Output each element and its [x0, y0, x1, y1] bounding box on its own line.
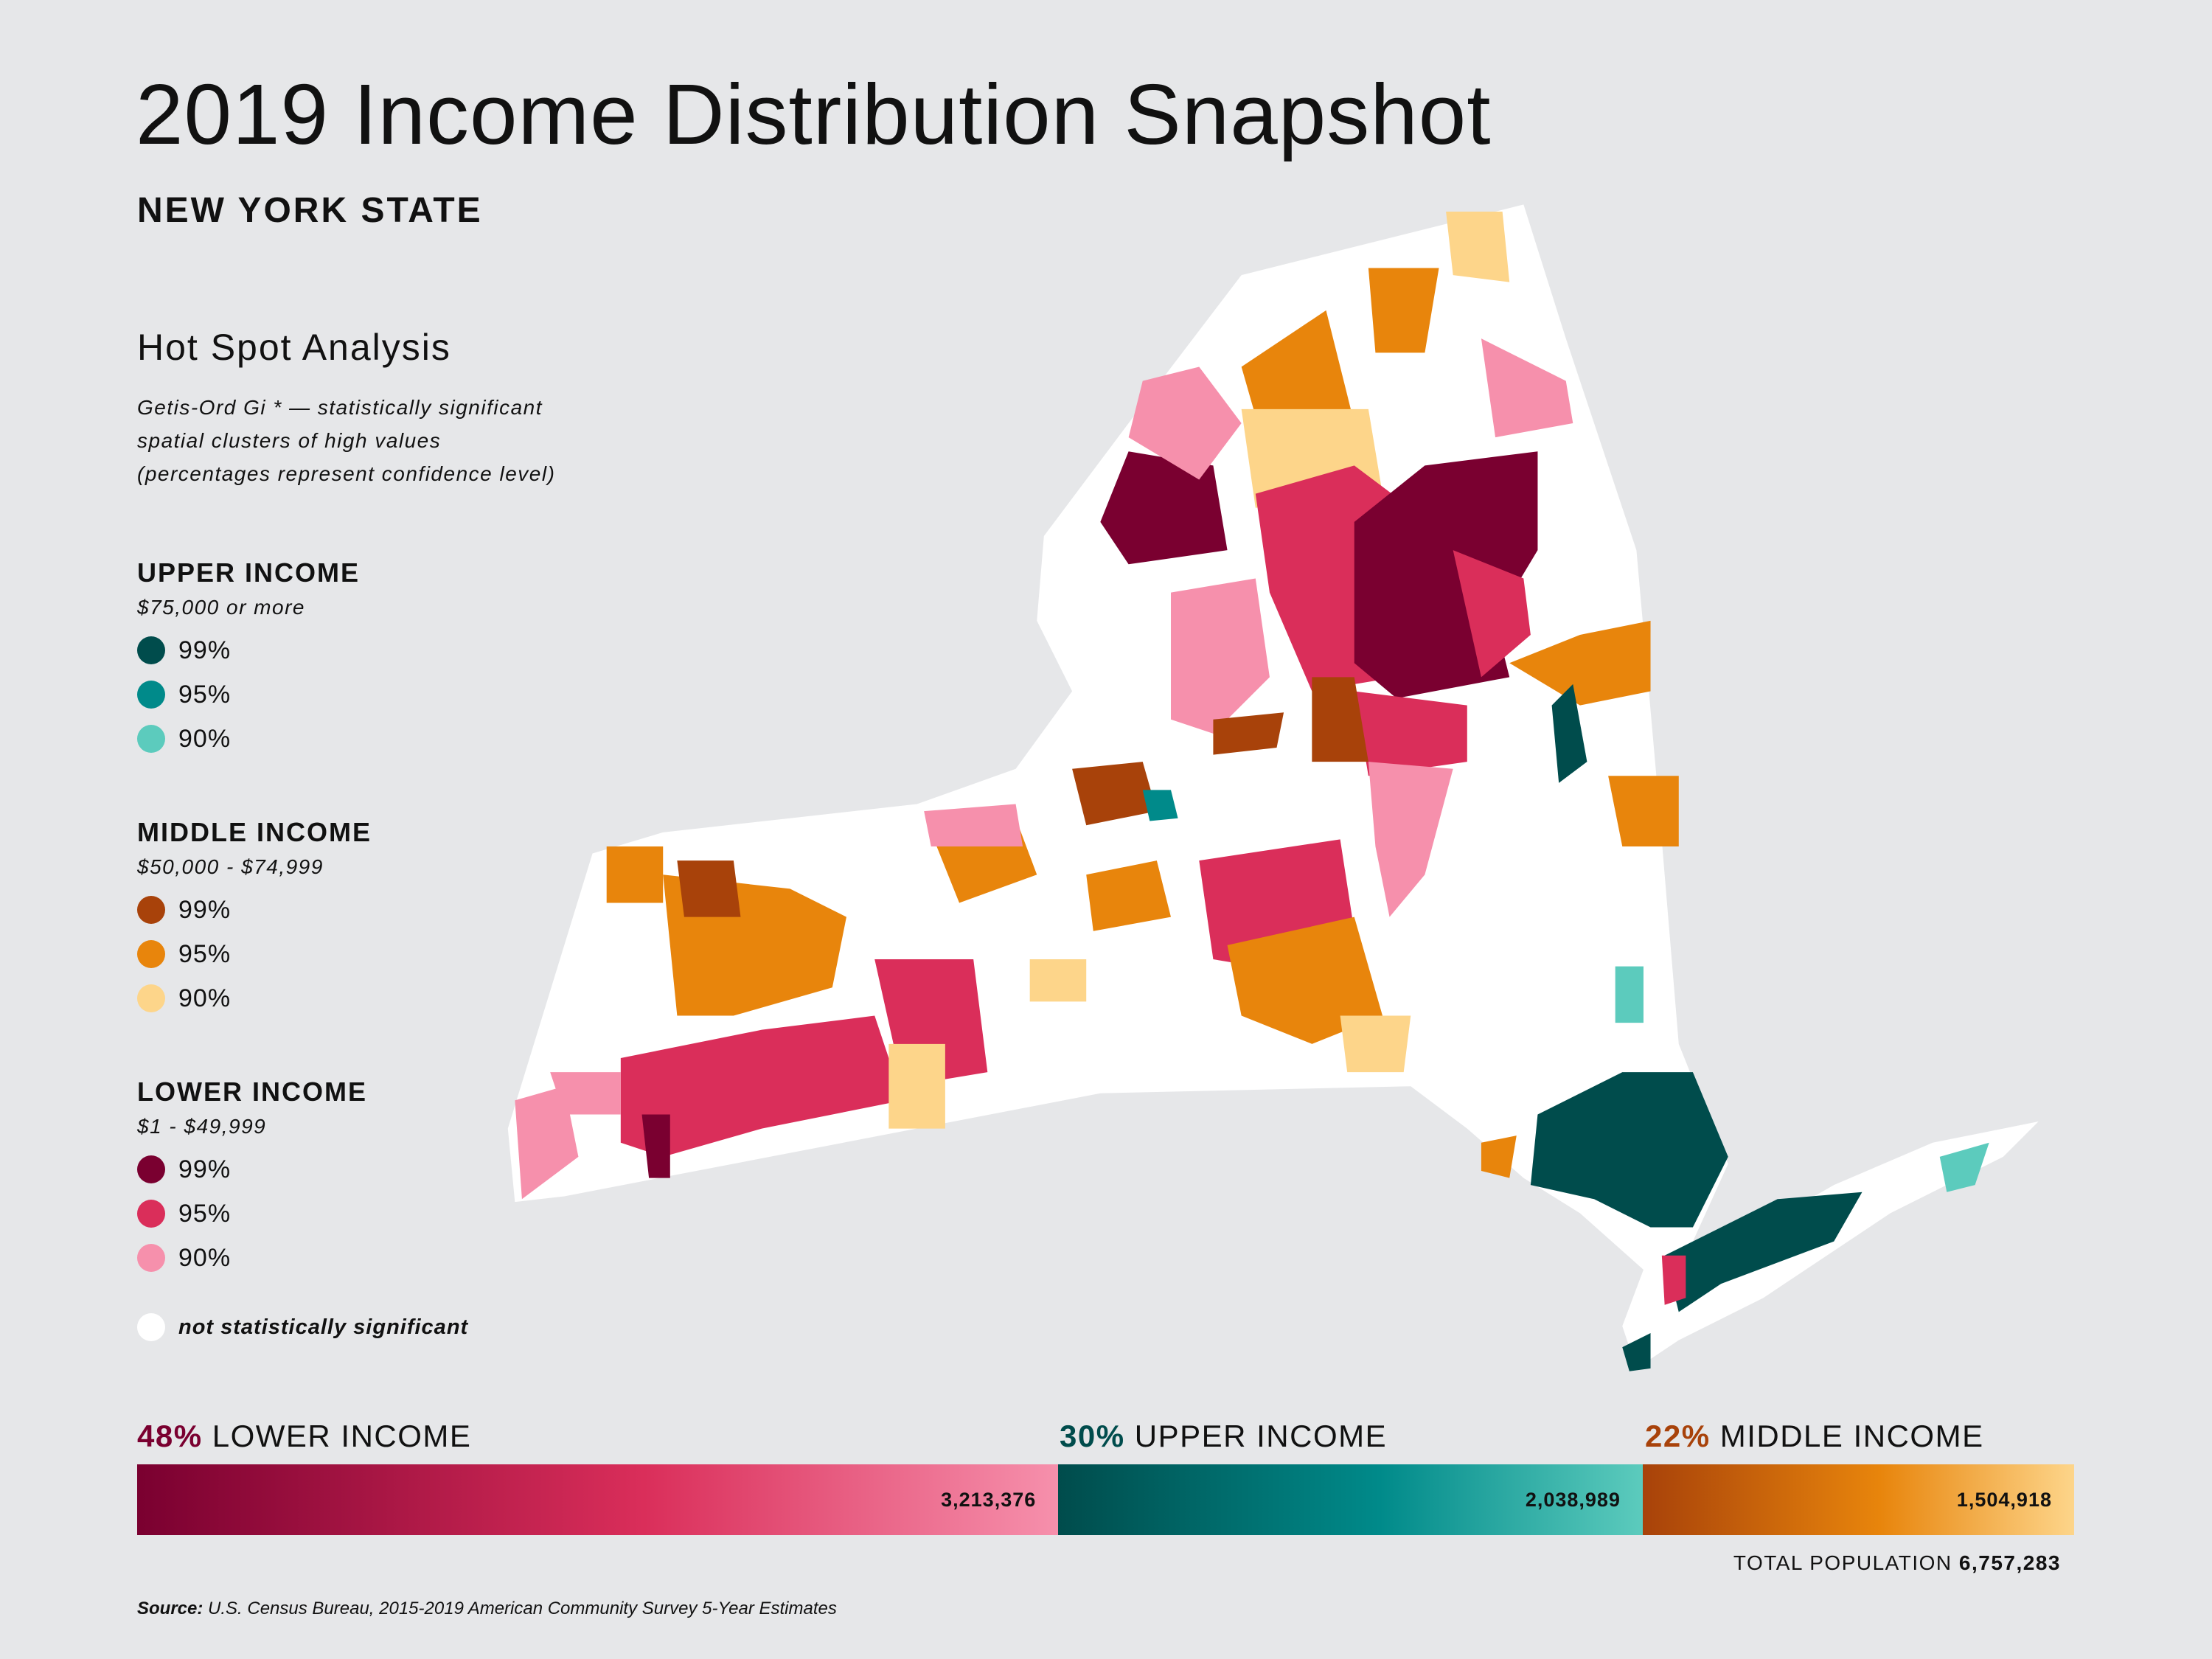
- hot-spot-region: [1029, 959, 1087, 1002]
- bar-percent: 30%: [1060, 1419, 1125, 1453]
- legend-group-lower-range: $1 - $49,999: [137, 1115, 267, 1138]
- legend-item: 90%: [137, 1243, 231, 1273]
- bar-segment-lower: 3,213,376: [137, 1464, 1059, 1535]
- source-label: Source:: [137, 1599, 204, 1618]
- hot-spot-region: [1446, 211, 1510, 282]
- legend-item-label: 95%: [178, 1199, 232, 1228]
- page-subtitle: NEW YORK STATE: [137, 191, 483, 230]
- legend-group-upper-range: $75,000 or more: [137, 596, 305, 619]
- bar-value-label: 3,213,376: [941, 1488, 1037, 1511]
- hot-spot-region: [1551, 684, 1587, 783]
- legend-item-not-significant: not statistically significant: [137, 1312, 468, 1342]
- hot-spot-region: [606, 846, 664, 903]
- total-population: TOTAL POPULATION 6,757,283: [1733, 1551, 2061, 1575]
- legend-title: Hot Spot Analysis: [137, 327, 451, 368]
- legend-item: 95%: [137, 939, 231, 969]
- hot-spot-region: [641, 1114, 670, 1178]
- hot-spot-region: [924, 804, 1023, 846]
- bar-category: LOWER INCOME: [212, 1419, 472, 1453]
- hot-spot-region: [515, 1086, 579, 1200]
- hot-spot-region: [1227, 917, 1382, 1044]
- hot-spot-region: [1368, 268, 1439, 353]
- hot-spot-region: [1171, 578, 1270, 734]
- legend-item-label: 95%: [178, 680, 232, 709]
- bar-label-lower: 48% LOWER INCOME: [137, 1419, 471, 1454]
- legend-item: 99%: [137, 1155, 231, 1184]
- bar-value-label: 2,038,989: [1525, 1488, 1621, 1511]
- legend-group-lower-title: LOWER INCOME: [137, 1077, 367, 1107]
- legend-item: 99%: [137, 895, 231, 925]
- hot-spot-region: [550, 1072, 621, 1115]
- source-text: U.S. Census Bureau, 2015-2019 American C…: [203, 1599, 837, 1618]
- hot-spot-region: [1608, 776, 1679, 846]
- hot-spot-region: [1072, 762, 1157, 826]
- hot-spot-region: [1939, 1142, 1989, 1192]
- hot-spot-region: [1530, 1072, 1728, 1228]
- legend-item-label: 90%: [178, 984, 232, 1012]
- page-title: 2019 Income Distribution Snapshot: [136, 66, 1492, 162]
- legend-item-label: 99%: [178, 895, 232, 924]
- swatch-upper-99: [137, 636, 165, 664]
- hot-spot-region: [1086, 860, 1172, 931]
- swatch-middle-99: [137, 896, 165, 924]
- bar-category: MIDDLE INCOME: [1719, 1419, 1984, 1453]
- hot-spot-region: [1340, 1015, 1411, 1073]
- bar-percent: 48%: [137, 1419, 203, 1453]
- swatch-lower-95: [137, 1200, 165, 1228]
- hot-spot-region: [1142, 790, 1178, 821]
- swatch-lower-99: [137, 1155, 165, 1183]
- bar-percent: 22%: [1645, 1419, 1711, 1453]
- total-value: 6,757,283: [1958, 1551, 2061, 1574]
- swatch-middle-90: [137, 984, 165, 1012]
- swatch-upper-95: [137, 681, 165, 709]
- legend-item-label: 99%: [178, 1155, 232, 1183]
- hot-spot-region: [888, 1043, 945, 1129]
- total-label: TOTAL POPULATION: [1733, 1551, 1952, 1574]
- hot-spot-region: [1622, 1333, 1651, 1371]
- hot-spot-region: [1368, 762, 1453, 917]
- legend-group-middle-title: MIDDLE INCOME: [137, 817, 372, 847]
- source-note: Source: U.S. Census Bureau, 2015-2019 Am…: [137, 1599, 837, 1619]
- hot-spot-region: [1615, 966, 1644, 1023]
- hot-spot-region: [1453, 550, 1531, 678]
- hot-spot-region: [1481, 338, 1573, 438]
- bar-value-label: 1,504,918: [1956, 1488, 2052, 1511]
- legend-item: 99%: [137, 636, 231, 665]
- bar-label-upper: 30% UPPER INCOME: [1060, 1419, 1387, 1454]
- hot-spot-region: [1354, 691, 1467, 776]
- legend-description: (percentages represent confidence level): [137, 462, 556, 485]
- legend-group-middle-range: $50,000 - $74,999: [137, 855, 324, 878]
- swatch-not-significant: [137, 1313, 165, 1341]
- hot-spot-region: [1664, 1192, 1863, 1312]
- legend-item-label: 95%: [178, 939, 232, 968]
- legend-item-label: 90%: [178, 724, 232, 753]
- legend-description: Getis-Ord Gi * — statistically significa…: [137, 396, 543, 419]
- bar-segment-upper: 2,038,989: [1058, 1464, 1643, 1535]
- hot-spot-region: [620, 1015, 903, 1157]
- legend-item: 95%: [137, 680, 231, 709]
- legend-item-label: 99%: [178, 636, 232, 664]
- hot-spot-region: [677, 860, 741, 917]
- bar-segment-middle: 1,504,918: [1642, 1464, 2074, 1535]
- legend-item: 90%: [137, 984, 231, 1013]
- bar-label-middle: 22% MIDDLE INCOME: [1645, 1419, 1984, 1454]
- hot-spot-region: [1128, 366, 1242, 480]
- legend-group-upper-title: UPPER INCOME: [137, 557, 361, 588]
- swatch-middle-95: [137, 940, 165, 968]
- legend-item: 90%: [137, 724, 231, 754]
- legend-item-label: 90%: [178, 1243, 232, 1272]
- hot-spot-region: [1481, 1135, 1517, 1178]
- hot-spot-region: [1100, 451, 1228, 565]
- legend-item: 95%: [137, 1199, 231, 1228]
- legend-item-label: not statistically significant: [178, 1315, 469, 1339]
- bar-category: UPPER INCOME: [1134, 1419, 1388, 1453]
- hot-spot-region: [1312, 677, 1368, 762]
- swatch-lower-90: [137, 1244, 165, 1272]
- hot-spot-region: [1661, 1255, 1686, 1305]
- legend-description: spatial clusters of high values: [137, 429, 442, 452]
- hot-spot-region: [1213, 712, 1284, 755]
- swatch-upper-90: [137, 725, 165, 753]
